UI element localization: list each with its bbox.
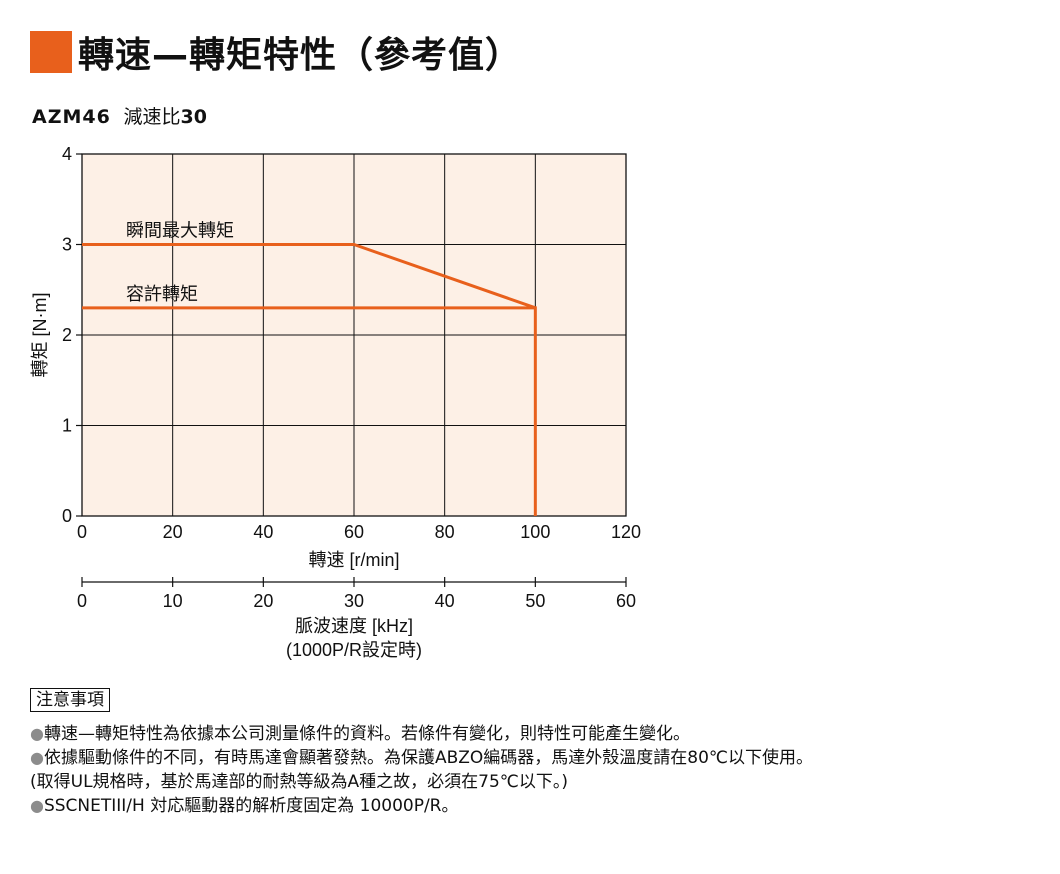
- y-axis-label: 轉矩 [N·m]: [30, 293, 50, 378]
- pulse-tick-label: 0: [77, 591, 87, 611]
- pulse-tick-label: 60: [616, 591, 636, 611]
- note-line: (取得UL規格時，基於馬達部的耐熱等級為A種之故，必須在75℃以下。): [30, 770, 813, 794]
- ratio-value: 30: [180, 106, 207, 128]
- pulse-tick-label: 30: [344, 591, 364, 611]
- notes-list: ●轉速—轉矩特性為依據本公司測量條件的資料。若條件有變化，則特性可能產生變化。 …: [30, 722, 813, 818]
- notes-header: 注意事項: [30, 688, 110, 712]
- x-axis-label: 轉速 [r/min]: [308, 550, 399, 570]
- note-text: (取得UL規格時，基於馬達部的耐熱等級為A種之故，必須在75℃以下。): [30, 772, 569, 792]
- y-tick-label: 4: [62, 144, 72, 164]
- pulse-axis-label: 脈波速度 [kHz]: [295, 616, 413, 636]
- page-title: 轉速—轉矩特性（參考值）: [78, 35, 523, 76]
- y-tick-label: 1: [62, 416, 72, 436]
- note-text: 轉速—轉矩特性為依據本公司測量條件的資料。若條件有變化，則特性可能產生變化。: [43, 724, 690, 744]
- pulse-tick-label: 50: [525, 591, 545, 611]
- note-line: ●轉速—轉矩特性為依據本公司測量條件的資料。若條件有變化，則特性可能產生變化。: [30, 722, 813, 746]
- title-accent-square: [30, 31, 72, 73]
- note-line: ●SSCNETIII/H 対応驅動器的解析度固定為 10000P/R。: [30, 794, 813, 818]
- series-label: 瞬間最大轉矩: [126, 221, 234, 241]
- series-line: [82, 243, 536, 310]
- pulse-tick-label: 40: [435, 591, 455, 611]
- ratio-label: 減速比: [123, 106, 181, 128]
- series-line: [82, 306, 537, 516]
- bullet-icon: ●: [30, 796, 44, 815]
- y-tick-label: 0: [62, 506, 72, 526]
- note-line: ●依據驅動條件的不同，有時馬達會顯著發熱。為保護ABZO編碼器，馬達外殼溫度請在…: [30, 746, 813, 770]
- model-subtitle: AZM46 減速比30: [32, 102, 207, 129]
- series-label: 容許轉矩: [126, 284, 198, 304]
- x-tick-label: 100: [520, 522, 550, 542]
- x-tick-label: 80: [435, 522, 455, 542]
- note-text: 依據驅動條件的不同，有時馬達會顯著發熱。為保護ABZO編碼器，馬達外殼溫度請在8…: [43, 748, 814, 768]
- y-tick-label: 2: [62, 325, 72, 345]
- pulse-tick-label: 10: [163, 591, 183, 611]
- pulse-axis-note: (1000P/R設定時): [286, 640, 422, 660]
- x-tick-label: 60: [344, 522, 364, 542]
- bullet-icon: ●: [30, 724, 44, 743]
- x-tick-label: 120: [611, 522, 641, 542]
- note-text: SSCNETIII/H 対応驅動器的解析度固定為 10000P/R。: [43, 796, 459, 816]
- pulse-tick-label: 20: [253, 591, 273, 611]
- title-row: 轉速—轉矩特性（參考值）: [30, 28, 522, 76]
- model-name: AZM46: [32, 106, 111, 128]
- bullet-icon: ●: [30, 748, 44, 767]
- x-tick-label: 0: [77, 522, 87, 542]
- x-tick-label: 40: [253, 522, 273, 542]
- y-tick-label: 3: [62, 235, 72, 255]
- x-tick-label: 20: [163, 522, 183, 542]
